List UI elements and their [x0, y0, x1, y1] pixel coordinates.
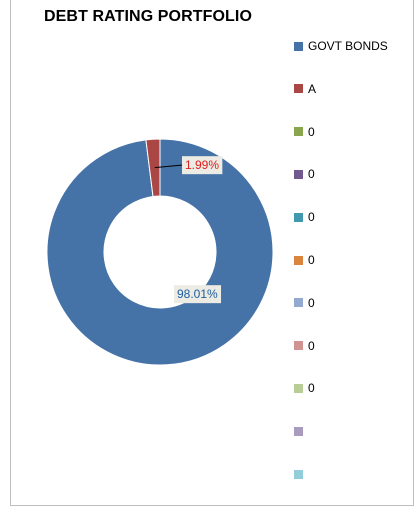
- legend-label: 0: [308, 210, 315, 225]
- svg-text:1.99%: 1.99%: [185, 158, 219, 172]
- legend-item: [294, 423, 308, 439]
- legend-swatch: [294, 426, 303, 436]
- legend-swatch: [294, 127, 303, 137]
- legend-label: 0: [308, 253, 315, 267]
- chart-title: DEBT RATING PORTFOLIO: [44, 8, 253, 25]
- legend-swatch: [294, 469, 303, 479]
- legend-item: 0: [294, 338, 315, 354]
- legend-item: 0: [294, 124, 315, 140]
- legend-swatch: [294, 298, 303, 308]
- legend-item: 0: [294, 252, 315, 268]
- slice-a: [145, 138, 161, 197]
- svg-text:98.01%: 98.01%: [177, 287, 218, 301]
- legend-swatch: [294, 41, 303, 51]
- legend-item: GOVT BONDS: [294, 38, 388, 54]
- data-label-a: 1.99%: [182, 156, 223, 175]
- legend-label: 0: [308, 167, 315, 182]
- legend-label: A: [308, 81, 317, 96]
- legend-item: 0: [294, 209, 315, 225]
- legend-item: 0: [294, 295, 315, 311]
- legend-item: [294, 466, 308, 482]
- chart-frame: [10, 0, 414, 506]
- legend-item: A: [294, 81, 316, 97]
- legend-item: 0: [294, 380, 315, 396]
- legend-swatch: [294, 255, 303, 265]
- data-label-govt-bonds: 98.01%: [174, 285, 222, 304]
- legend-swatch: [294, 341, 303, 351]
- legend-label: 0: [308, 124, 315, 139]
- legend-swatch: [294, 383, 303, 393]
- legend-item: 0: [294, 166, 315, 182]
- legend-label: 0: [308, 338, 315, 353]
- legend-label: 0: [308, 295, 315, 310]
- leader-line: [154, 164, 184, 169]
- legend-label: GOVT BONDS: [308, 39, 388, 53]
- legend-swatch: [294, 212, 303, 222]
- legend-swatch: [294, 169, 303, 179]
- legend-swatch: [294, 84, 303, 94]
- legend-label: 0: [308, 381, 315, 396]
